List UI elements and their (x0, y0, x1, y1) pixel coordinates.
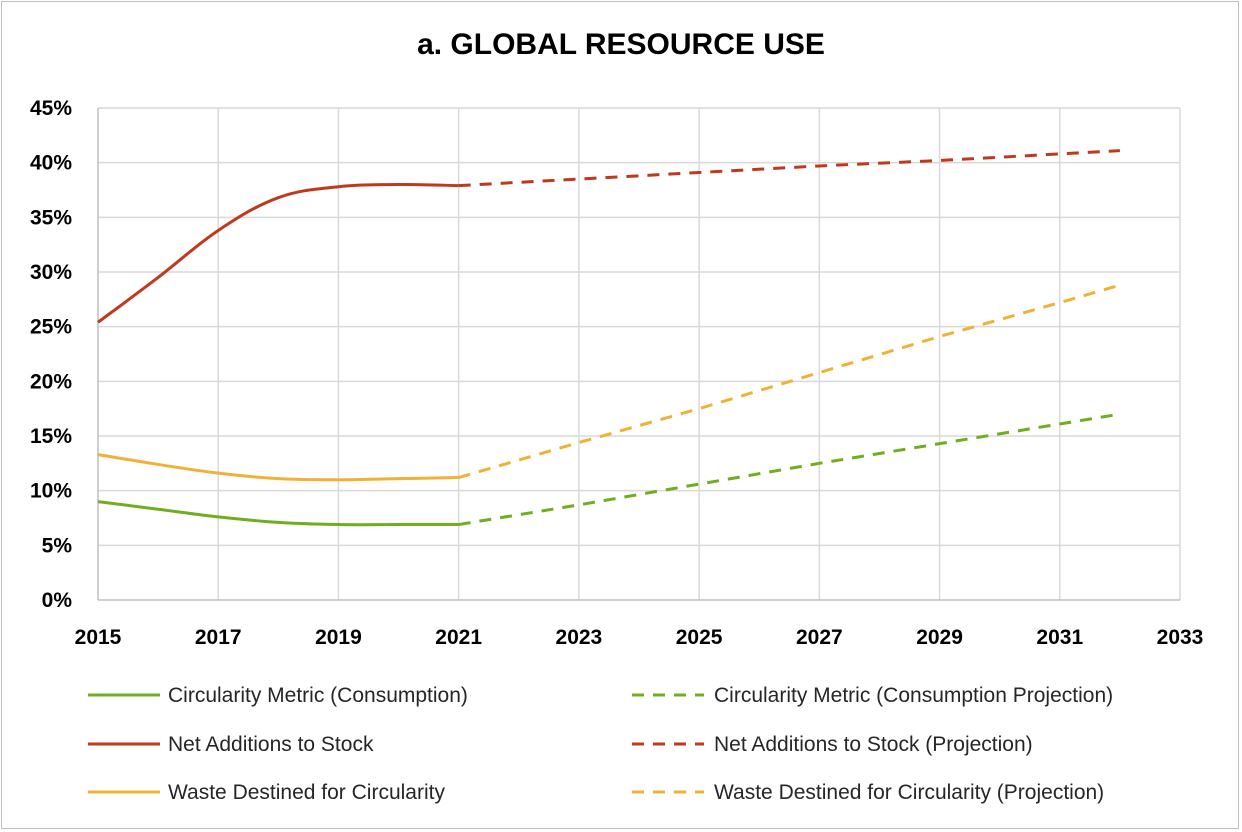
series-lines (97, 149, 1121, 527)
y-tick-label: 15% (30, 425, 72, 448)
x-tick-label: 2015 (75, 626, 122, 649)
gridlines (98, 107, 1181, 600)
x-tick-label: 2029 (916, 626, 963, 649)
y-tick-label: 30% (30, 261, 72, 284)
y-tick-label: 25% (30, 316, 72, 339)
series-line-net-additions-to-stock-projection (458, 149, 1120, 188)
x-tick-label: 2023 (556, 626, 603, 649)
y-tick-label: 5% (42, 534, 73, 557)
legend-label: Net Additions to Stock (Projection) (714, 733, 1033, 756)
legend-label: Waste Destined for Circularity (168, 781, 445, 804)
series-line-waste-destined-for-circularity (97, 453, 459, 482)
legend-label: Net Additions to Stock (168, 733, 374, 756)
x-tick-label: 2027 (796, 626, 843, 649)
x-tick-label: 2021 (435, 626, 482, 649)
x-tick-label: 2019 (315, 626, 362, 649)
y-tick-label: 45% (30, 97, 72, 120)
legend: Circularity Metric (Consumption) Circular… (88, 684, 1113, 804)
series-line-circularity-metric-consumption-projection (458, 412, 1121, 527)
tick-labels: 0% 5% 10% 15% 20% 25% 30% 35% 40% 45% 2015 2017 2019… (30, 97, 1203, 649)
x-tick-label: 2017 (195, 626, 242, 649)
y-tick-label: 0% (42, 589, 73, 612)
x-tick-label: 2031 (1036, 626, 1083, 649)
legend-label: Circularity Metric (Consumption) (168, 684, 468, 707)
series-line-net-additions-to-stock (97, 183, 459, 324)
y-tick-label: 35% (30, 206, 72, 229)
legend-label: Circularity Metric (Consumption Projecti… (714, 684, 1113, 707)
y-tick-label: 40% (30, 152, 72, 175)
x-tick-label: 2033 (1157, 626, 1204, 649)
chart-title: a. GLOBAL RESOURCE USE (417, 28, 825, 61)
legend-label: Waste Destined for Circularity (Projecti… (714, 781, 1104, 804)
series-line-circularity-metric-consumption (97, 500, 459, 527)
axes (97, 108, 1180, 601)
y-tick-label: 10% (30, 480, 72, 503)
x-tick-label: 2025 (676, 626, 723, 649)
y-tick-label: 20% (30, 370, 72, 393)
